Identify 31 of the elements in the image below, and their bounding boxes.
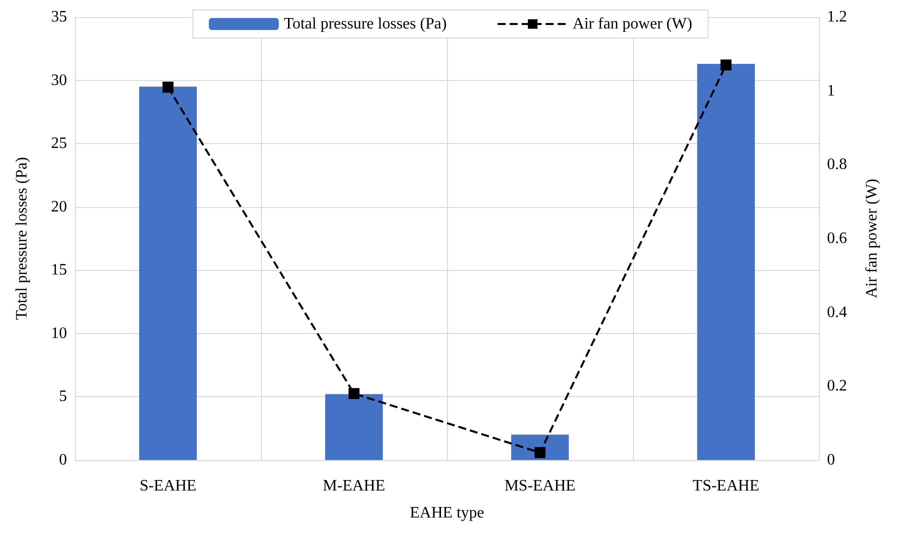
x-tick-label: S-EAHE <box>140 478 196 494</box>
y2-tick-label: 1.2 <box>827 8 847 26</box>
y-tick-label: 15 <box>51 262 67 279</box>
legend-label: Total pressure losses (Pa) <box>284 16 447 32</box>
y2-tick-label: 0.6 <box>827 230 847 247</box>
y-tick-label: 30 <box>51 72 67 89</box>
bar <box>325 394 383 460</box>
y-tick-label: 25 <box>51 135 67 152</box>
y-tick-label: 35 <box>51 8 67 26</box>
point <box>720 59 732 70</box>
y2-tick-label: 0.4 <box>827 304 847 321</box>
y-axis-title: Total pressure losses (Pa) <box>14 157 30 320</box>
bar <box>697 64 755 460</box>
point <box>348 388 360 400</box>
point <box>162 82 174 93</box>
y2-tick-label: 0.2 <box>827 378 847 395</box>
point <box>534 447 546 458</box>
y-tick-label: 5 <box>59 388 67 406</box>
x-tick-label: TS-EAHE <box>692 478 760 494</box>
y2-tick-label: 0 <box>827 452 835 468</box>
y-tick-label: 0 <box>59 452 67 468</box>
y2-axis-title: Air fan power (W) <box>864 178 880 298</box>
y-tick-label: 10 <box>51 324 67 342</box>
x-tick-label: MS-EAHE <box>504 478 576 494</box>
y2-tick-label: 0.8 <box>827 156 847 174</box>
y2-tick-label: 1 <box>827 82 835 100</box>
x-axis-title: EAHE type <box>410 504 484 522</box>
x-tick-label: M-EAHE <box>322 478 386 494</box>
legend-label: Air fan power (W) <box>572 16 692 32</box>
y-tick-label: 20 <box>51 198 67 216</box>
bar <box>139 86 197 460</box>
